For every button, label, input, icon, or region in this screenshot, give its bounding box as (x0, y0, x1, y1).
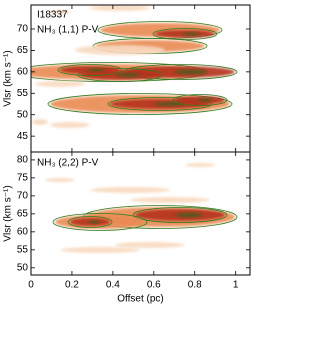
emission (130, 197, 210, 203)
emission (45, 178, 75, 182)
core (174, 69, 208, 75)
y-tick-label: 50 (17, 109, 29, 120)
emission (50, 122, 90, 128)
y-tick-label: 55 (17, 88, 29, 99)
x-tick-label: 0 (28, 280, 34, 291)
y-axis-label: Vlsr (km s⁻¹) (3, 185, 14, 241)
x-tick-label: 1 (233, 280, 239, 291)
emission (60, 247, 140, 253)
core (88, 220, 100, 224)
core (175, 212, 203, 218)
emission (90, 187, 170, 193)
y-tick-label: 80 (17, 155, 29, 166)
panel-title: NH₃ (2,2) P-V (37, 158, 99, 169)
contour (52, 213, 148, 231)
y-tick-label: 75 (17, 173, 29, 184)
source-label: I18337 (37, 10, 68, 21)
figure: 45 50 55 60 65 70 I18337 NH₃ (1,1) P-V Vlsr (km … (3, 4, 251, 305)
emission (75, 45, 165, 55)
x-tick-label: 0.6 (147, 280, 161, 291)
x-axis-label: Offset (pc) (117, 294, 164, 305)
x-tick-label: 0.4 (106, 280, 120, 291)
contour (107, 97, 213, 111)
emission (50, 10, 70, 14)
pv-image (31, 5, 238, 128)
y-tick-label: 60 (17, 226, 29, 237)
emission (185, 163, 215, 167)
x-tick-label: 0.8 (188, 280, 202, 291)
y-tick-label: 45 (17, 131, 29, 142)
panel-title: NH₃ (1,1) P-V (37, 25, 99, 36)
pv-image (45, 163, 238, 253)
y-tick-label: 65 (17, 45, 29, 56)
core (116, 73, 140, 77)
x-tick-label: 0.2 (65, 280, 79, 291)
y-tick-label: 70 (17, 24, 29, 35)
core (197, 98, 213, 102)
contour (152, 28, 218, 40)
y-tick-label: 65 (17, 209, 29, 220)
contour (67, 216, 113, 228)
y-axis-label: Vlsr (km s⁻¹) (3, 50, 14, 106)
contour (57, 64, 123, 76)
contour (47, 93, 233, 115)
emission (90, 5, 150, 11)
y-tick-label: 55 (17, 244, 29, 255)
emission (115, 242, 185, 248)
emission (35, 81, 85, 87)
emission (32, 119, 48, 125)
y-tick-label: 50 (17, 262, 29, 273)
core (182, 32, 200, 36)
y-tick-label: 60 (17, 66, 29, 77)
contour (172, 94, 228, 106)
contour (132, 207, 228, 223)
core (87, 68, 105, 72)
y-tick-label: 70 (17, 191, 29, 202)
